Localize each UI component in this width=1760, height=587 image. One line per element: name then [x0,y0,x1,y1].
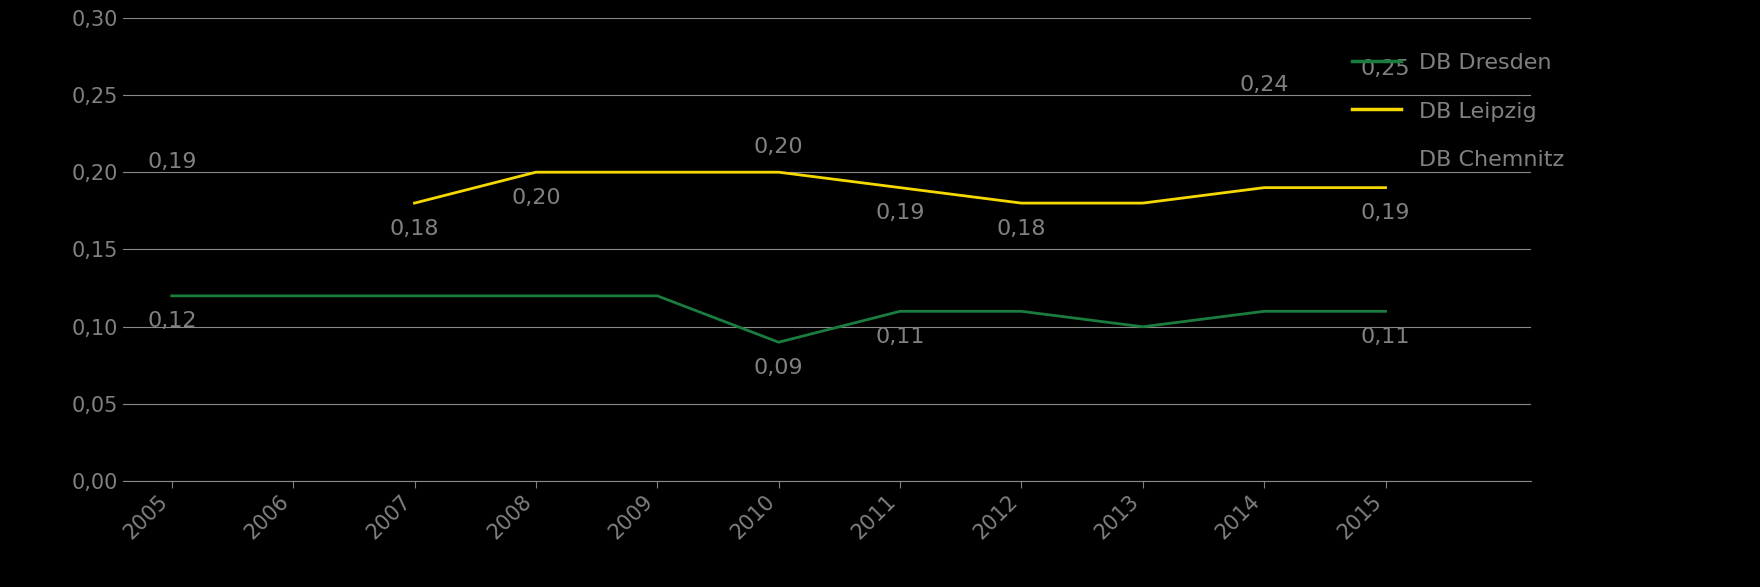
Legend: DB Dresden, DB Leipzig, DB Chemnitz: DB Dresden, DB Leipzig, DB Chemnitz [1352,52,1565,170]
Text: 0,24: 0,24 [1239,75,1288,95]
Text: 0,18: 0,18 [996,218,1045,238]
Text: 0,11: 0,11 [1360,327,1410,347]
Text: 0,18: 0,18 [389,218,440,238]
Text: 0,19: 0,19 [875,203,924,223]
Text: 0,11: 0,11 [875,327,924,347]
Text: 0,12: 0,12 [148,311,197,331]
Text: 0,25: 0,25 [1360,59,1410,79]
Text: 0,19: 0,19 [1360,203,1410,223]
Text: 0,09: 0,09 [753,357,804,377]
Text: 0,20: 0,20 [510,188,561,208]
Text: 0,20: 0,20 [753,137,804,157]
Text: 0,19: 0,19 [148,152,197,172]
